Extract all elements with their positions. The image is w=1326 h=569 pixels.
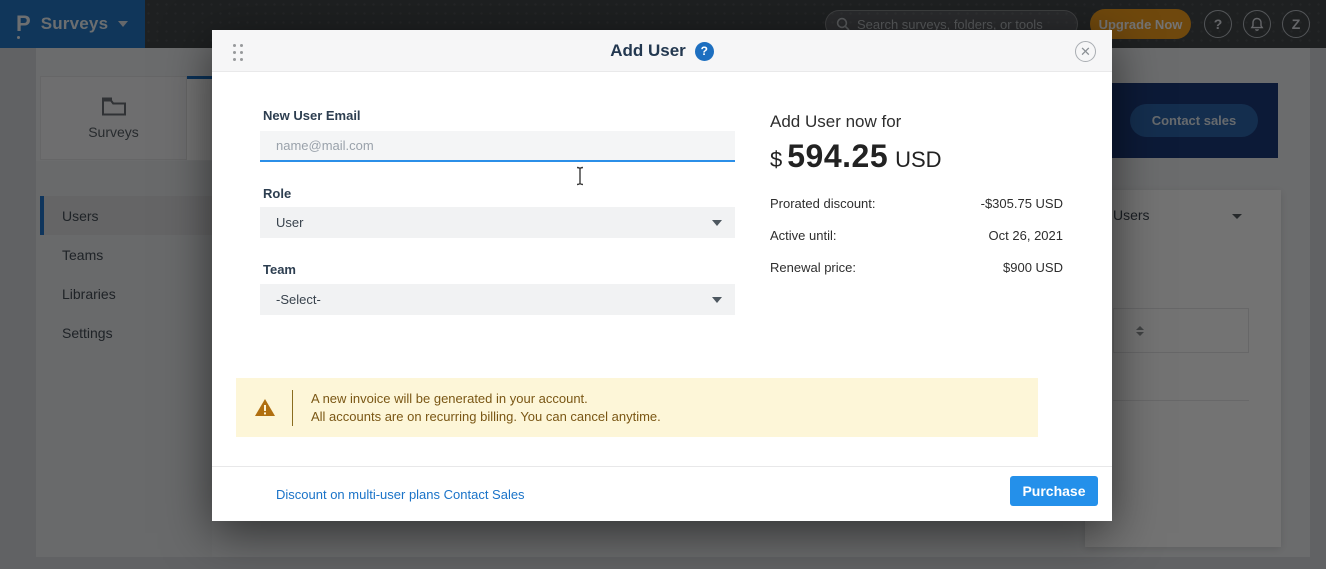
chevron-down-icon	[712, 220, 722, 226]
team-select[interactable]: -Select-	[260, 284, 735, 315]
close-icon[interactable]: ✕	[1075, 41, 1096, 62]
purchase-button[interactable]: Purchase	[1010, 476, 1098, 506]
invoice-warning-banner: A new invoice will be generated in your …	[236, 378, 1038, 437]
price-heading: Add User now for	[770, 112, 902, 131]
price-row-label: Prorated discount:	[770, 196, 876, 211]
warning-divider	[292, 389, 293, 426]
team-select-value: -Select-	[276, 292, 321, 307]
prorated-discount-row: Prorated discount: -$305.75 USD	[770, 196, 1063, 211]
modal-footer: Discount on multi-user plans Contact Sal…	[212, 466, 1112, 521]
currency-symbol: $	[770, 147, 783, 172]
price-row-value: -$305.75 USD	[980, 196, 1063, 211]
text-cursor-icon	[576, 166, 584, 186]
role-select[interactable]: User	[260, 207, 735, 238]
help-icon[interactable]: ?	[694, 41, 714, 61]
role-label: Role	[263, 186, 292, 201]
team-label: Team	[263, 262, 296, 277]
price-row-value: Oct 26, 2021	[988, 228, 1063, 243]
active-until-row: Active until: Oct 26, 2021	[770, 228, 1063, 243]
renewal-price-row: Renewal price: $900 USD	[770, 260, 1063, 275]
contact-sales-link[interactable]: Discount on multi-user plans Contact Sal…	[276, 487, 525, 502]
drag-handle-icon[interactable]	[233, 44, 243, 61]
warning-line-1: A new invoice will be generated in your …	[311, 390, 588, 406]
add-user-modal: Add User ? ✕ New User Email Role User Te…	[212, 30, 1112, 521]
price-amount: 594.25	[787, 138, 889, 174]
modal-title: Add User	[610, 41, 686, 60]
currency-code: USD	[895, 147, 942, 172]
email-field[interactable]	[260, 131, 735, 162]
role-select-value: User	[276, 215, 304, 230]
price-row-value: $900 USD	[1003, 260, 1063, 275]
email-label: New User Email	[263, 108, 361, 123]
warning-line-2: All accounts are on recurring billing. Y…	[311, 408, 661, 424]
price-total: $ 594.25 USD	[770, 138, 942, 175]
warning-triangle-icon	[255, 399, 275, 416]
price-row-label: Active until:	[770, 228, 837, 243]
price-row-label: Renewal price:	[770, 260, 856, 275]
chevron-down-icon	[712, 297, 722, 303]
modal-header: Add User ? ✕	[212, 30, 1112, 72]
